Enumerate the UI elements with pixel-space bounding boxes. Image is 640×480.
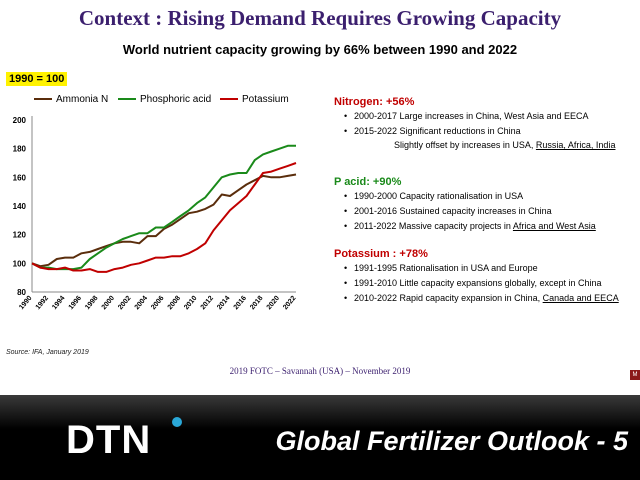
- legend-label-ammonia: Ammonia N: [56, 94, 109, 105]
- x-tick-label: 1998: [84, 295, 99, 312]
- x-tick-label: 2022: [282, 295, 297, 312]
- legend-swatch-phosphoric: [118, 98, 136, 101]
- legend-phosphoric: Phosphoric acid: [118, 94, 211, 105]
- x-tick-label: 2012: [200, 295, 215, 312]
- pacid-bullet: 2011-2022 Massive capacity projects in A…: [344, 221, 596, 231]
- series-line-ammonia: [31, 173, 297, 268]
- nitrogen-bullet: 2015-2022 Significant reductions in Chin…: [344, 126, 615, 136]
- potassium-last-text: 2010-2022 Rapid capacity expansion in Ch…: [354, 293, 543, 303]
- y-tick-label: 80: [17, 288, 26, 297]
- potassium-heading: Potassium : +78%: [334, 248, 428, 260]
- x-tick-label: 2020: [266, 295, 281, 312]
- source-note: Source: IFA, January 2019: [6, 349, 89, 356]
- nitrogen-extra-text: Slightly offset by increases in USA,: [394, 140, 536, 150]
- x-tick-label: 2004: [134, 295, 149, 312]
- slide-title: Context : Rising Demand Requires Growing…: [78, 6, 562, 30]
- y-tick-label: 160: [13, 173, 27, 182]
- y-tick-label: 180: [13, 145, 27, 154]
- banner-title: Global Fertilizer Outlook - 5: [275, 426, 628, 456]
- slide: Context : Rising Demand Requires Growing…: [0, 0, 640, 395]
- series-line-potassium: [31, 162, 297, 273]
- nitrogen-bullet: 2000-2017 Large increases in China, West…: [344, 111, 615, 121]
- dtn-logo: DTN: [66, 418, 152, 462]
- potassium-section: Potassium : +78% 1991-1995 Rationalisati…: [334, 248, 619, 308]
- x-tick-label: 2002: [117, 295, 132, 312]
- legend-swatch-ammonia: [34, 98, 52, 101]
- legend-label-potassium: Potassium: [242, 94, 289, 105]
- y-tick-label: 140: [13, 202, 27, 211]
- nitrogen-extra-link[interactable]: Russia, Africa, India: [535, 140, 616, 150]
- x-tick-label: 2000: [101, 295, 116, 312]
- chart-subtitle: World nutrient capacity growing by 66% b…: [122, 42, 518, 57]
- dtn-logo-dot-icon: [172, 417, 182, 427]
- pacid-bullet: 1990-2000 Capacity rationalisation in US…: [344, 191, 596, 201]
- line-chart: 80 100 120 140 160 180 200 1990 1992 1994 1996 1998…: [13, 116, 298, 312]
- x-tick-label: 2016: [233, 295, 248, 312]
- logo-mark: M: [630, 370, 640, 380]
- pacid-heading: P acid: +90%: [334, 176, 402, 188]
- x-tick-label: 2010: [183, 295, 198, 312]
- x-tick-label: 1996: [68, 295, 83, 312]
- potassium-link[interactable]: Canada and EECA: [542, 293, 619, 303]
- series-line-phosphoric: [31, 144, 296, 271]
- legend-swatch-potassium: [220, 98, 238, 101]
- legend-potassium: Potassium: [220, 94, 289, 105]
- y-tick-label: 120: [13, 231, 27, 240]
- potassium-bullet: 1991-1995 Rationalisation in USA and Eur…: [344, 263, 619, 273]
- pacid-section: P acid: +90% 1990-2000 Capacity rational…: [334, 176, 596, 236]
- x-tick-label: 2018: [249, 295, 264, 312]
- legend-ammonia: Ammonia N: [34, 94, 108, 105]
- pacid-last-text: 2011-2022 Massive capacity projects in: [354, 221, 513, 231]
- x-tick-label: 1994: [51, 295, 66, 312]
- nitrogen-heading: Nitrogen: +56%: [334, 96, 415, 108]
- x-tick-label: 1992: [35, 295, 50, 312]
- slide-footer: 2019 FOTC – Savannah (USA) – November 20…: [229, 366, 411, 376]
- y-tick-label: 100: [13, 259, 27, 268]
- base-year-badge: 1990 = 100: [6, 72, 68, 86]
- legend-label-phosphoric: Phosphoric acid: [140, 94, 212, 105]
- pacid-link[interactable]: Africa and West Asia: [512, 221, 596, 231]
- dtn-banner: [0, 395, 640, 480]
- nitrogen-extra-line: Slightly offset by increases in USA, Rus…: [394, 140, 615, 150]
- pacid-bullet: 2001-2016 Sustained capacity increases i…: [344, 206, 596, 216]
- x-tick-label: 2014: [216, 295, 231, 312]
- potassium-bullet: 1991-2010 Little capacity expansions glo…: [344, 278, 619, 288]
- y-tick-label: 200: [13, 116, 27, 125]
- x-tick-label: 2008: [167, 295, 182, 312]
- x-tick-label: 1990: [18, 295, 33, 312]
- potassium-bullet: 2010-2022 Rapid capacity expansion in Ch…: [344, 293, 619, 303]
- x-tick-label: 2006: [150, 295, 165, 312]
- nitrogen-section: Nitrogen: +56% 2000-2017 Large increases…: [334, 96, 615, 150]
